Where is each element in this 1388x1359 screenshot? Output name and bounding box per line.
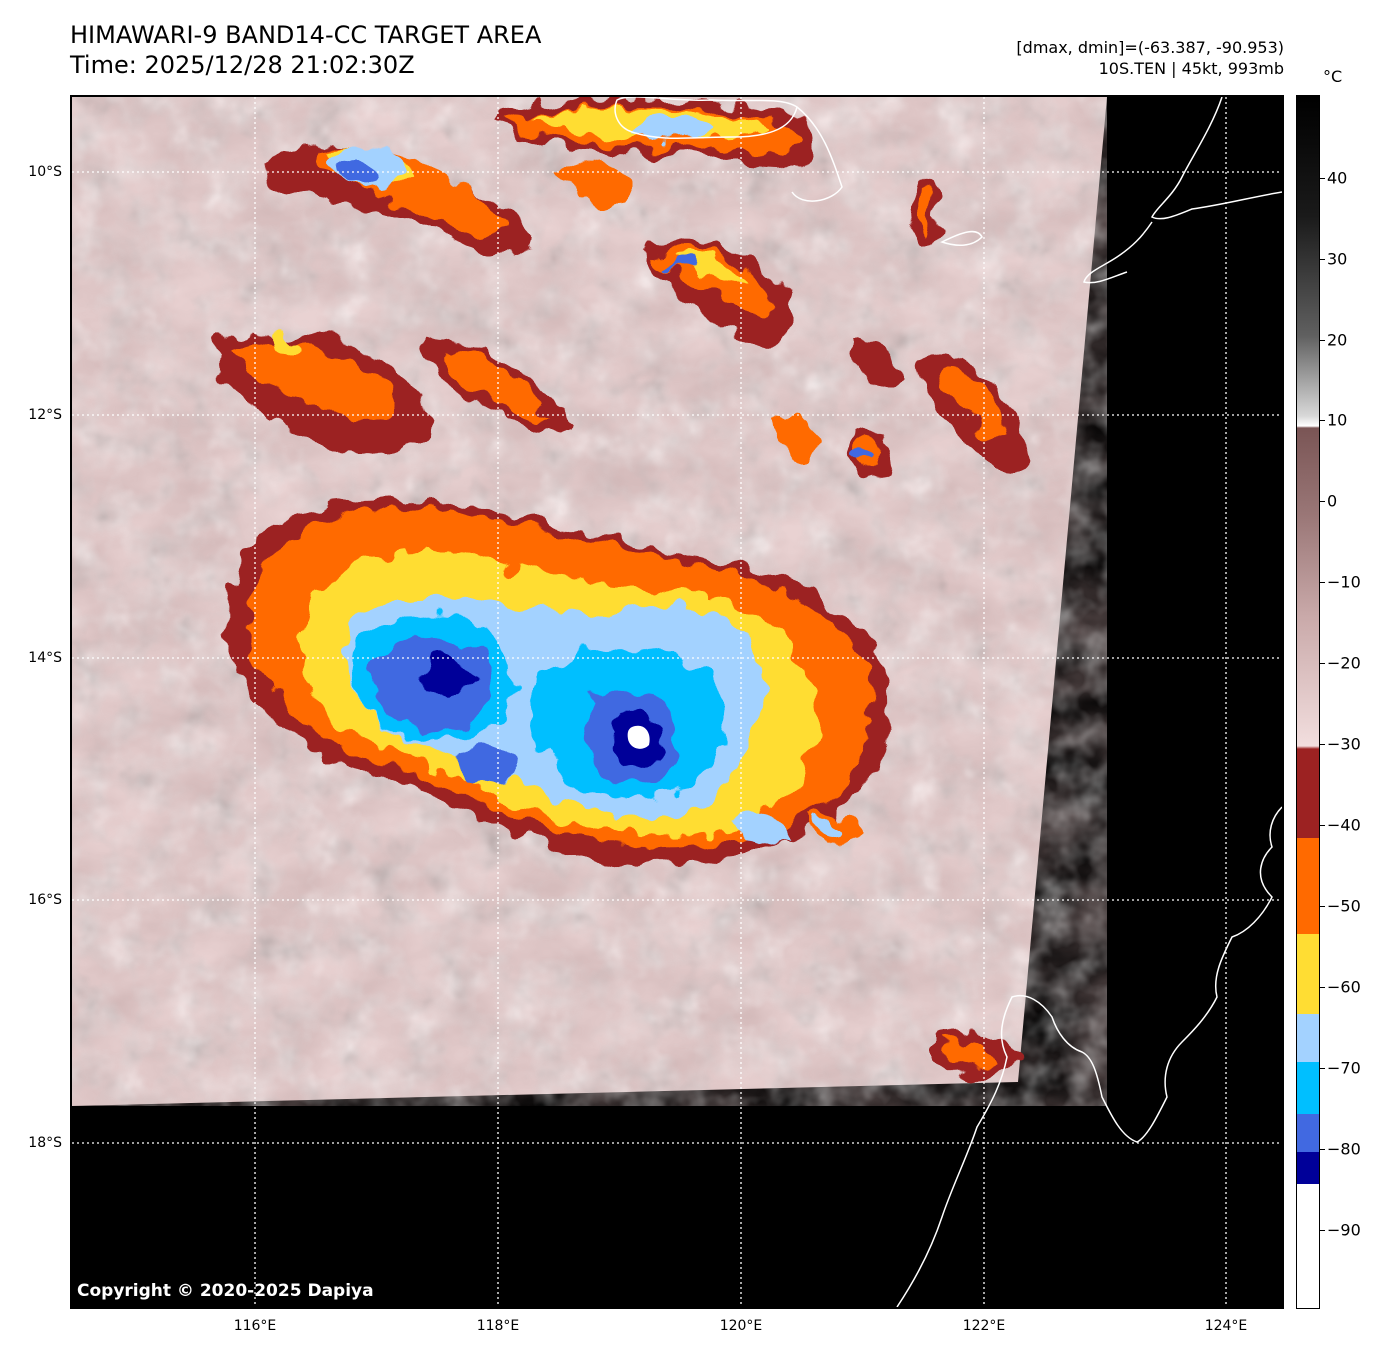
satellite-map: Copyright © 2020-2025 Dapiya <box>70 95 1284 1309</box>
colorbar-tick-mark <box>1320 340 1325 341</box>
colorbar-tick-mark <box>1320 1149 1325 1150</box>
gridlines <box>72 97 1282 1307</box>
lat-label-14s: 14°S <box>28 650 62 666</box>
colorbar-tick-mark <box>1320 744 1325 745</box>
storm-text: 10S.TEN | 45kt, 993mb <box>1098 59 1284 78</box>
lon-label-122e: 122°E <box>962 1318 1006 1334</box>
range-text: [dmax, dmin]=(-63.387, -90.953) <box>1016 38 1284 57</box>
lat-label-12s: 12°S <box>28 407 62 423</box>
colorbar-tick-mark <box>1320 501 1325 502</box>
colorbar-tick: 0 <box>1327 491 1338 511</box>
colorbar-tick-mark <box>1320 1230 1325 1231</box>
title-line-2: Time: 2025/12/28 21:02:30Z <box>70 51 415 79</box>
colorbar-tick-mark <box>1320 582 1325 583</box>
copyright-notice: Copyright © 2020-2025 Dapiya <box>77 1281 374 1301</box>
lat-label-10s: 10°S <box>28 164 62 180</box>
colorbar-tick-mark <box>1320 259 1325 260</box>
colorbar-tick-mark <box>1320 420 1325 421</box>
lat-label-16s: 16°S <box>28 892 62 908</box>
colorbar-tick-mark <box>1320 987 1325 988</box>
storm-eye <box>627 725 650 749</box>
lat-label-18s: 18°S <box>28 1135 62 1151</box>
colorbar-tick: 30 <box>1327 249 1348 269</box>
storm-info: [dmax, dmin]=(-63.387, -90.953) 10S.TEN … <box>1016 37 1284 79</box>
colorbar-tick: −80 <box>1327 1139 1361 1159</box>
colorbar-tick: −30 <box>1327 734 1361 754</box>
colorbar-tick: −40 <box>1327 815 1361 835</box>
lon-label-124e: 124°E <box>1204 1318 1248 1334</box>
colorbar-unit: °C <box>1323 67 1343 86</box>
lon-label-118e: 118°E <box>476 1318 520 1334</box>
chart-title: HIMAWARI-9 BAND14-CC TARGET AREA Time: 2… <box>70 20 541 80</box>
coastlines <box>614 97 1282 1307</box>
colorbar-tick: −70 <box>1327 1058 1361 1078</box>
colorbar-tick: −60 <box>1327 977 1361 997</box>
colorbar-tick: 20 <box>1327 330 1348 350</box>
colorbar-tick: −10 <box>1327 572 1361 592</box>
colorbar-tick-mark <box>1320 906 1325 907</box>
colorbar-tick-mark <box>1320 663 1325 664</box>
colorbar-tick-mark <box>1320 178 1325 179</box>
colorbar-tick-mark <box>1320 825 1325 826</box>
colorbar-tick: −20 <box>1327 653 1361 673</box>
colorbar-tick-mark <box>1320 1068 1325 1069</box>
title-line-1: HIMAWARI-9 BAND14-CC TARGET AREA <box>70 21 542 49</box>
cloud-tops <box>212 97 1032 1077</box>
colorbar-tick: 10 <box>1327 410 1348 430</box>
colorbar-tick: −90 <box>1327 1220 1361 1240</box>
lon-label-120e: 120°E <box>719 1318 763 1334</box>
colorbar-tick: −50 <box>1327 896 1361 916</box>
lon-label-116e: 116°E <box>233 1318 277 1334</box>
colorbar-tick: 40 <box>1327 168 1348 188</box>
satellite-imagery <box>72 97 1282 1307</box>
colorbar <box>1296 95 1320 1309</box>
